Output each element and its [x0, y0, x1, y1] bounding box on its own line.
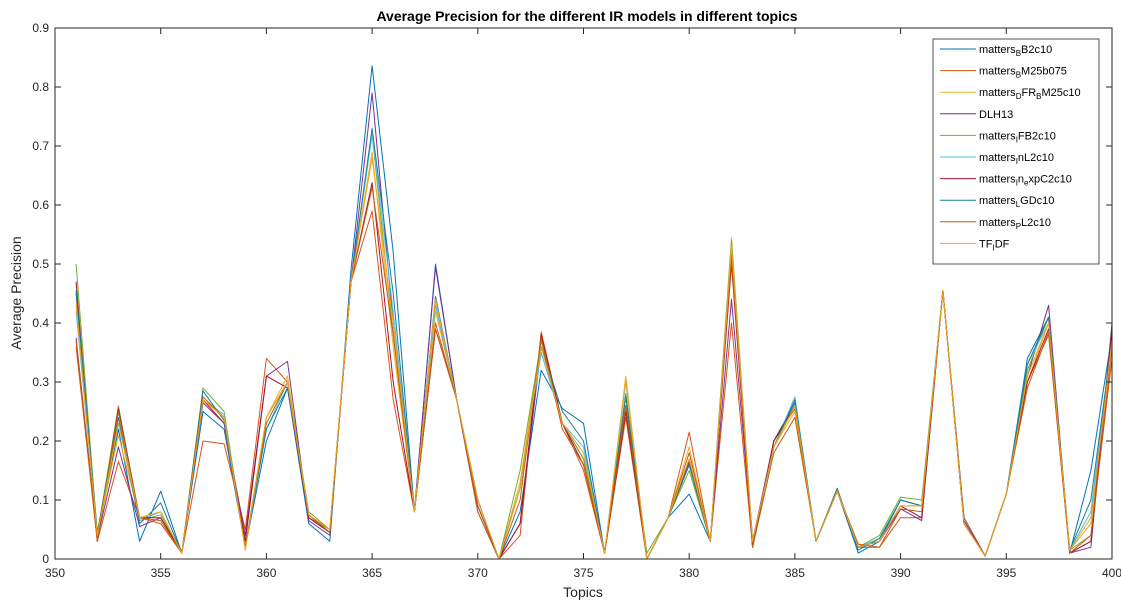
y-tick-label: 0.1: [32, 493, 49, 507]
x-tick-label: 390: [891, 566, 911, 580]
x-axis-title: Topics: [563, 584, 603, 600]
x-tick-label: 370: [468, 566, 488, 580]
x-tick-label: 400: [1102, 566, 1121, 580]
y-tick-label: 0.3: [32, 375, 49, 389]
y-tick-label: 0.2: [32, 434, 49, 448]
x-tick-label: 360: [256, 566, 276, 580]
y-tick-label: 0.7: [32, 139, 49, 153]
y-tick-label: 0.8: [32, 80, 49, 94]
legend-box: [932, 38, 1100, 265]
x-tick-label: 365: [362, 566, 382, 580]
series-line-10: [75, 157, 1113, 560]
x-tick-label: 375: [573, 566, 593, 580]
y-tick-label: 0: [42, 552, 49, 566]
x-tick-label: 380: [679, 566, 699, 580]
tick-layer: 350 355 360 365 370 375 380 385 390 395 400 0 0.1 0.2…: [32, 21, 1121, 580]
y-tick-label: 0.4: [32, 316, 49, 330]
x-tick-label: 385: [785, 566, 805, 580]
y-tick-label: 0.9: [32, 21, 49, 35]
y-tick-label: 0.5: [32, 257, 49, 271]
x-tick-label: 355: [151, 566, 171, 580]
series-layer: [75, 65, 1113, 560]
legend-label: TFIDF: [979, 238, 1010, 252]
y-tick-label: 0.6: [32, 198, 49, 212]
legend-label: mattersIFB2c10: [979, 130, 1056, 144]
y-axis-title: Average Precision: [8, 236, 24, 349]
legend-label: mattersPL2c10: [979, 217, 1051, 231]
legend-label: mattersInexpC2c10: [979, 174, 1072, 188]
legend-label: mattersLGDc10: [979, 195, 1054, 209]
legend-label: mattersBB2c10: [979, 44, 1052, 58]
legend-label: mattersBM25b075: [979, 66, 1067, 80]
legend-label: mattersInL2c10: [979, 152, 1054, 166]
legend: mattersBB2c10 mattersBM25b075 mattersDFRBM…: [932, 38, 1100, 265]
x-tick-label: 395: [996, 566, 1016, 580]
legend-label: mattersDFRBM25c10: [979, 87, 1081, 101]
legend-label: DLH13: [979, 109, 1013, 121]
chart-title: Average Precision for the different IR m…: [376, 8, 797, 24]
x-tick-label: 350: [45, 566, 65, 580]
